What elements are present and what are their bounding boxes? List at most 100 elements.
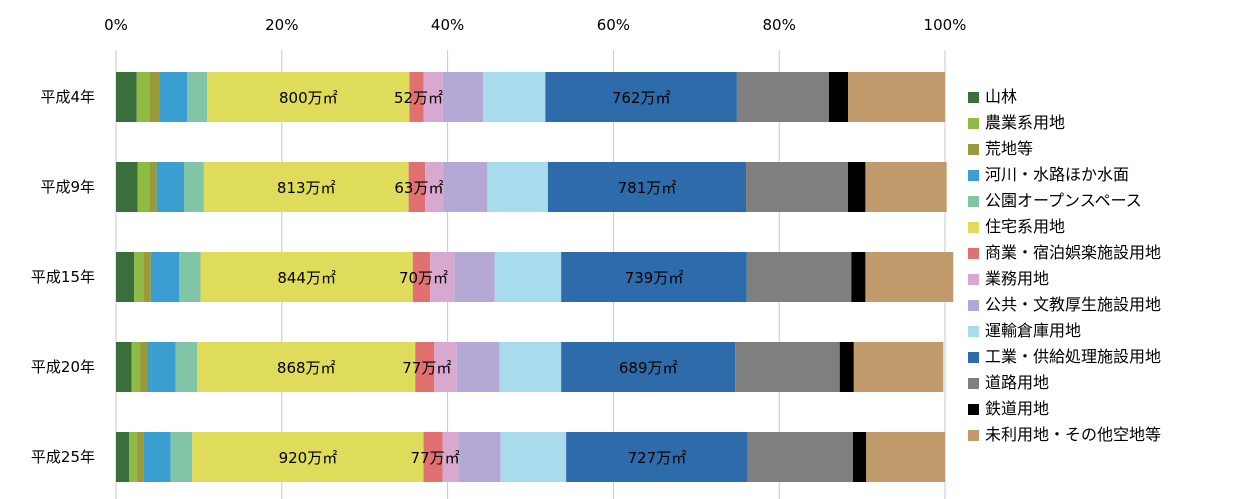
legend-label: 運輸倉庫用地 xyxy=(985,321,1082,340)
bar-segment xyxy=(566,432,748,482)
bar-segment xyxy=(545,72,737,122)
bar-segment xyxy=(409,72,424,122)
legend-label: 農業系用地 xyxy=(985,113,1066,132)
legend-item: 鉄道用地 xyxy=(968,396,1161,422)
bar-segment xyxy=(175,342,198,392)
bar-segment xyxy=(747,432,853,482)
legend-swatch xyxy=(968,169,979,181)
legend-item: 業務用地 xyxy=(968,266,1161,292)
data-label: 813万㎡ xyxy=(277,179,336,197)
bar-segment xyxy=(415,342,435,392)
bar-segment xyxy=(828,72,849,122)
bar-segment xyxy=(746,162,849,212)
legend-swatch xyxy=(968,325,979,337)
bars xyxy=(116,72,954,482)
bar-segment xyxy=(487,162,548,212)
bar-segment xyxy=(116,72,137,122)
legend-swatch xyxy=(968,429,979,441)
bar-segment xyxy=(136,72,150,122)
x-tick-label: 80% xyxy=(763,16,796,34)
bar-segment xyxy=(183,162,204,212)
bar-segment xyxy=(852,432,867,482)
bar-segment xyxy=(866,432,945,482)
bar-segment xyxy=(454,252,495,302)
bar-segment xyxy=(200,252,413,302)
bar-segment xyxy=(848,162,866,212)
bar-segment xyxy=(746,252,852,302)
bar-segment xyxy=(494,252,562,302)
legend-swatch xyxy=(968,247,979,259)
legend-label: 未利用地・その他空地等 xyxy=(985,425,1162,444)
data-label: 52万㎡ xyxy=(394,89,443,107)
data-label: 727万㎡ xyxy=(628,449,687,467)
legend-label: 山林 xyxy=(985,87,1018,106)
bar-segment xyxy=(131,342,141,392)
legend-label: 河川・水路ほか水面 xyxy=(985,165,1130,184)
bar-segment xyxy=(561,252,747,302)
bar-segment xyxy=(116,342,132,392)
bar-segment xyxy=(851,252,866,302)
data-label: 781万㎡ xyxy=(618,179,677,197)
legend-label: 業務用地 xyxy=(985,269,1050,288)
legend-item: 農業系用地 xyxy=(968,110,1161,136)
bar-segment xyxy=(735,342,840,392)
category-label: 平成9年 xyxy=(40,178,95,196)
x-tick-label: 60% xyxy=(597,16,630,34)
bar-segment xyxy=(179,252,201,302)
bar-segment xyxy=(412,252,431,302)
legend-swatch xyxy=(968,143,979,155)
legend-swatch xyxy=(968,299,979,311)
legend-item: 道路用地 xyxy=(968,370,1161,396)
bar-segment xyxy=(423,432,443,482)
bar-segment xyxy=(147,342,176,392)
bar-segment xyxy=(547,162,747,212)
data-label: 800万㎡ xyxy=(279,89,338,107)
legend-item: 河川・水路ほか水面 xyxy=(968,162,1161,188)
data-label: 77万㎡ xyxy=(411,449,460,467)
bar-segment xyxy=(203,162,409,212)
legend-swatch xyxy=(968,117,979,129)
bar-segment xyxy=(430,252,455,302)
bar-segment xyxy=(140,342,148,392)
legend-item: 運輸倉庫用地 xyxy=(968,318,1161,344)
legend-item: 公園オープンスペース xyxy=(968,188,1161,214)
data-label: 689万㎡ xyxy=(619,359,678,377)
legend-swatch xyxy=(968,351,979,363)
legend-item: 工業・供給処理施設用地 xyxy=(968,344,1161,370)
legend-item: 未利用地・その他空地等 xyxy=(968,422,1161,448)
bar-segment xyxy=(434,342,457,392)
legend: 山林 農業系用地 荒地等 河川・水路ほか水面 公園オープンスペース 住宅系用地 商業・宿泊娯… xyxy=(968,84,1161,448)
bar-segment xyxy=(156,162,184,212)
category-label: 平成15年 xyxy=(31,268,95,286)
bar-segment xyxy=(197,342,416,392)
category-label: 平成25年 xyxy=(31,448,95,466)
legend-label: 住宅系用地 xyxy=(985,217,1066,236)
legend-swatch xyxy=(968,195,979,207)
bar-segment xyxy=(483,72,546,122)
bar-segment xyxy=(423,72,443,122)
bar-segment xyxy=(499,342,562,392)
bar-segment xyxy=(408,162,426,212)
bar-segment xyxy=(150,252,180,302)
legend-swatch xyxy=(968,221,979,233)
bar-segment xyxy=(736,72,829,122)
legend-swatch xyxy=(968,377,979,389)
bar-segment xyxy=(137,162,150,212)
data-label: 844万㎡ xyxy=(277,269,336,287)
x-tick-label: 0% xyxy=(104,16,128,34)
bar-segment xyxy=(865,162,947,212)
bar-segment xyxy=(187,72,208,122)
bar-segment xyxy=(116,162,138,212)
legend-swatch xyxy=(968,91,979,103)
bar-segment xyxy=(116,432,130,482)
bar-segment xyxy=(149,72,160,122)
bar-segment xyxy=(561,342,736,392)
x-tick-label: 40% xyxy=(431,16,464,34)
data-labels: 800万㎡ 52万㎡ 762万㎡ 813万㎡ 63万㎡ 781万㎡ 844万㎡ 70万㎡ 739… xyxy=(277,89,686,467)
legend-label: 鉄道用地 xyxy=(985,399,1050,418)
bar-segment xyxy=(134,252,144,302)
x-tick-label: 20% xyxy=(265,16,298,34)
bar-segment xyxy=(159,72,188,122)
bar-segment xyxy=(116,252,135,302)
